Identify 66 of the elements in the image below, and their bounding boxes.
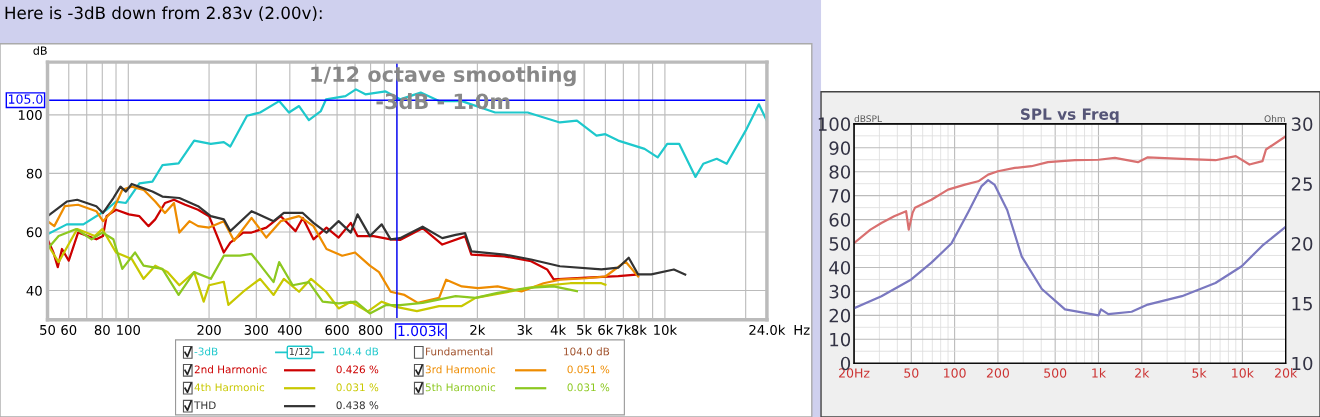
y-tick-label: 40 — [26, 285, 42, 296]
x-tick-label: 8k — [631, 324, 647, 335]
text: 3rd Harmonic — [425, 365, 496, 374]
x-tick-label: 6k — [598, 324, 614, 335]
text: 0.031 % — [336, 383, 379, 392]
x-tick-label: 300 — [244, 324, 269, 335]
text: -3dB — [194, 347, 218, 356]
y-axis-title: dB — [33, 46, 47, 55]
y-tick-label: 60 — [26, 227, 42, 238]
text: THD — [194, 401, 216, 410]
y2-tick-label: 15 — [1292, 297, 1312, 311]
text: 0.426 % — [336, 365, 379, 374]
x-tick-label: 4k — [550, 324, 567, 335]
y2-tick-label: 30 — [1291, 117, 1313, 131]
x-tick-label: 10k — [654, 324, 678, 335]
x-tick-label: 50 — [904, 368, 919, 378]
x-tick-label: 5k — [1192, 368, 1207, 378]
text: 0.051 % — [567, 365, 610, 374]
x-tick-label: 50 — [40, 324, 56, 335]
x-tick-label: 24.0k — [749, 324, 786, 335]
x-tick-label: 7k — [616, 324, 632, 335]
x-tick-label: 100 — [117, 324, 140, 335]
y-axis-title: dBSPL — [854, 115, 882, 123]
x-tick-label: 800 — [358, 324, 383, 335]
y-tick-label: 70 — [829, 189, 851, 203]
text: Fundamental — [426, 347, 493, 356]
x-tick-label: 3k — [517, 324, 533, 335]
y-tick-label: 40 — [829, 260, 851, 275]
text: 2nd Harmonic — [194, 365, 267, 374]
y-tick-label: 30 — [829, 284, 851, 299]
y-tick-label: 60 — [829, 213, 851, 227]
x-tick-label: 2k — [470, 324, 486, 335]
y-tick-label: 80 — [26, 168, 42, 179]
x-tick-label: 400 — [277, 324, 302, 335]
text: 0.031 % — [567, 383, 610, 392]
x-tick-label: 2k — [1135, 368, 1150, 378]
ref-line-label: 105.0 — [8, 94, 43, 104]
x-tick-label: 10k — [1232, 368, 1254, 378]
x-tick-label: 200 — [986, 368, 1010, 378]
text: 0.438 % — [336, 401, 379, 410]
chart-title: Here is -3dB down from 2.83v (2.00v): — [5, 6, 322, 22]
y-tick-label: 90 — [829, 141, 851, 155]
y-tick-label: 100 — [18, 110, 42, 121]
y-tick-label: 50 — [829, 236, 851, 251]
chart-title: SPL vs Freq — [1021, 108, 1119, 123]
x-tick-label: 1k — [1092, 368, 1107, 378]
text: 104.0 dB — [564, 347, 610, 356]
x-tick-label: 5k — [577, 324, 593, 335]
y-tick-label: 10 — [830, 332, 851, 347]
ref-line-label: 1.003k — [398, 325, 445, 337]
y-tick-label: 80 — [829, 165, 851, 179]
text: 5th Harmonic — [425, 383, 496, 392]
x-axis-title: Hz — [794, 325, 810, 335]
x-tick-label: 200 — [197, 324, 221, 335]
x-tick-label: 80 — [94, 324, 110, 335]
y2-axis-title: Ohm — [1264, 115, 1285, 123]
y2-tick-label: 20 — [1291, 236, 1313, 251]
x-tick-label: 600 — [325, 324, 349, 335]
text: 104.4 dB — [333, 347, 379, 356]
x-tick-label: 100 — [944, 368, 966, 378]
x-tick-label: 500 — [1044, 368, 1067, 378]
y2-tick-label: 25 — [1291, 177, 1312, 191]
text: 1/12 — [289, 347, 310, 356]
x-tick-label: 60 — [61, 324, 77, 335]
text: 4th Harmonic — [194, 383, 265, 392]
y-tick-label: 20 — [829, 308, 851, 323]
